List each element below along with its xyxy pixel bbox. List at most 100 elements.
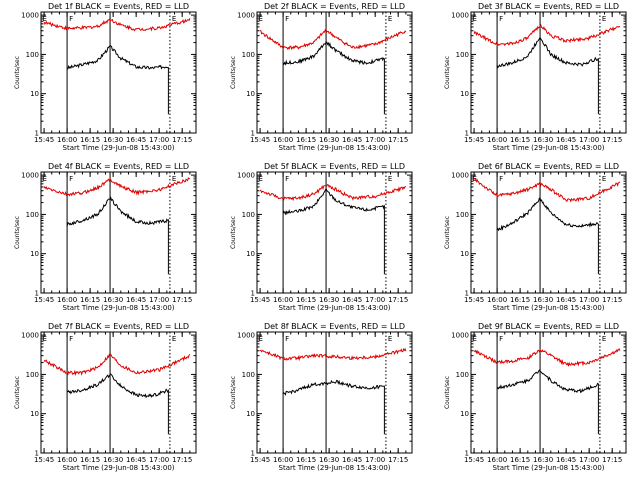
- marker-letter: E: [388, 15, 392, 23]
- x-tick-label: 16:45: [126, 296, 146, 304]
- x-tick-label: 16:45: [556, 296, 576, 304]
- x-tick-label: 16:00: [487, 136, 507, 144]
- y-tick-label: 100: [456, 371, 469, 379]
- marker-letter: E: [172, 335, 176, 343]
- x-tick-label: 17:15: [172, 136, 192, 144]
- x-tick-label: 16:45: [556, 136, 576, 144]
- events-series-line: [282, 41, 385, 115]
- y-axis-label: Counts/sec: [14, 216, 21, 249]
- y-axis-label: Counts/sec: [444, 376, 451, 409]
- x-tick-label: 16:15: [80, 456, 100, 464]
- lld-series-line: [259, 183, 406, 202]
- x-tick-label: 16:30: [103, 296, 123, 304]
- marker-letter: F: [285, 175, 289, 183]
- x-tick-label: 16:30: [533, 456, 553, 464]
- y-axis-label: Counts/sec: [230, 216, 237, 249]
- marker-letter: E: [388, 175, 392, 183]
- x-axis-label: Start Time (29-Jun-08 15:43:00): [279, 464, 391, 472]
- x-tick-label: 16:15: [510, 296, 530, 304]
- x-tick-label: 17:15: [172, 456, 192, 464]
- plot-frame: [256, 171, 413, 294]
- y-tick-label: 10: [246, 90, 255, 98]
- lld-series-line: [259, 347, 407, 362]
- panel-5: Det 5f BLACK = Events, RED = LLD 1 10 100 10…: [230, 162, 413, 312]
- x-tick-label: 16:00: [273, 296, 293, 304]
- panel-4: Det 4f BLACK = Events, RED = LLD 1 10 100 10…: [14, 162, 197, 312]
- panel-title: Det 8f BLACK = Events, RED = LLD: [264, 322, 405, 331]
- plot-frame: [470, 11, 627, 134]
- x-axis-label: Start Time (29-Jun-08 15:43:00): [493, 464, 605, 472]
- events-series-line: [66, 45, 169, 115]
- x-tick-label: 15:45: [34, 296, 54, 304]
- x-axis-label: Start Time (29-Jun-08 15:43:00): [493, 144, 605, 152]
- events-series-line: [282, 379, 385, 435]
- y-tick-label: 100: [26, 211, 39, 219]
- x-tick-label: 17:00: [579, 136, 599, 144]
- events-series-line: [67, 373, 169, 435]
- y-tick-label: 1: [465, 290, 469, 298]
- x-tick-label: 16:00: [273, 136, 293, 144]
- panel-6: Det 6f BLACK = Events, RED = LLD 1 10 100 10…: [444, 162, 627, 312]
- plot-frame: [256, 11, 413, 134]
- panel-title: Det 4f BLACK = Events, RED = LLD: [48, 162, 189, 171]
- x-tick-label: 17:00: [579, 296, 599, 304]
- y-tick-label: 10: [30, 410, 39, 418]
- x-tick-label: 16:15: [296, 456, 316, 464]
- y-tick-label: 10: [246, 250, 255, 258]
- marker-letter: E: [259, 335, 263, 343]
- x-tick-label: 17:00: [579, 456, 599, 464]
- y-tick-label: 10: [460, 410, 469, 418]
- y-tick-label: 1: [251, 130, 255, 138]
- y-tick-label: 100: [26, 51, 39, 59]
- x-tick-label: 16:45: [556, 456, 576, 464]
- marker-letter: F: [499, 15, 503, 23]
- marker-letter: E: [602, 15, 606, 23]
- y-tick-label: 1000: [237, 172, 255, 180]
- marker-letter: F: [285, 335, 289, 343]
- marker-letter: F: [499, 175, 503, 183]
- marker-letter: F: [69, 335, 73, 343]
- y-tick-label: 1: [35, 130, 39, 138]
- lld-series-line: [43, 18, 191, 32]
- events-series-line: [282, 187, 385, 275]
- x-tick-label: 16:00: [57, 296, 77, 304]
- marker-letter: E: [473, 15, 477, 23]
- x-tick-label: 16:15: [510, 456, 530, 464]
- x-axis-label: Start Time (29-Jun-08 15:43:00): [279, 144, 391, 152]
- marker-letter: F: [69, 175, 73, 183]
- y-tick-label: 10: [246, 410, 255, 418]
- x-tick-label: 17:00: [365, 456, 385, 464]
- x-tick-label: 16:30: [319, 136, 339, 144]
- y-tick-label: 1000: [237, 12, 255, 20]
- y-tick-label: 100: [242, 211, 255, 219]
- y-tick-label: 1000: [237, 332, 255, 340]
- lld-series-line: [43, 177, 190, 197]
- x-tick-label: 16:30: [103, 456, 123, 464]
- x-tick-label: 16:30: [533, 136, 553, 144]
- y-tick-label: 100: [242, 51, 255, 59]
- marker-letter: F: [69, 15, 73, 23]
- events-series-line: [496, 197, 599, 275]
- y-tick-label: 10: [460, 250, 469, 258]
- x-tick-label: 17:15: [388, 136, 408, 144]
- y-tick-label: 1: [251, 450, 255, 458]
- marker-letter: E: [172, 175, 176, 183]
- x-tick-label: 15:45: [464, 136, 484, 144]
- x-tick-label: 16:15: [510, 136, 530, 144]
- x-tick-label: 17:15: [388, 296, 408, 304]
- plot-frame: [40, 331, 197, 454]
- y-tick-label: 1000: [21, 12, 39, 20]
- panel-title: Det 2f BLACK = Events, RED = LLD: [264, 2, 405, 11]
- y-tick-label: 1: [251, 290, 255, 298]
- panel-2: Det 2f BLACK = Events, RED = LLD 1 10 100 10…: [230, 2, 413, 152]
- x-tick-label: 15:45: [250, 296, 270, 304]
- panel-3: Det 3f BLACK = Events, RED = LLD 1 10 100 10…: [444, 2, 627, 152]
- marker-letter: E: [43, 175, 47, 183]
- x-tick-label: 17:00: [149, 136, 169, 144]
- y-tick-label: 100: [242, 371, 255, 379]
- plot-frame: [40, 171, 197, 294]
- y-tick-label: 10: [30, 250, 39, 258]
- plot-frame: [40, 11, 197, 134]
- y-axis-label: Counts/sec: [230, 56, 237, 89]
- panel-title: Det 7f BLACK = Events, RED = LLD: [48, 322, 189, 331]
